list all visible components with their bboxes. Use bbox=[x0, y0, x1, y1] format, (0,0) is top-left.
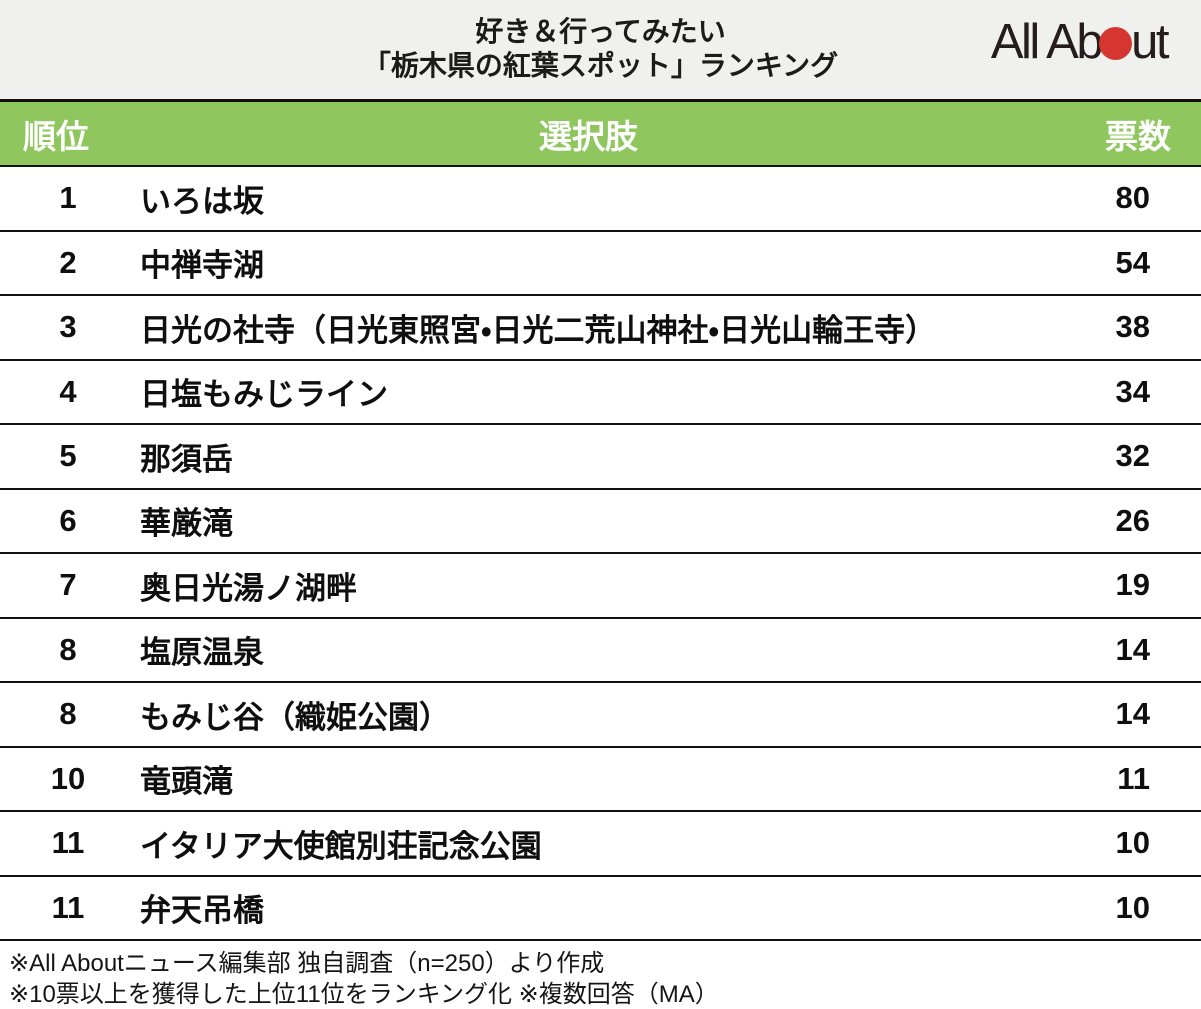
spot-name-cell: もみじ谷（織姫公園） bbox=[140, 699, 450, 735]
column-header-choice: 選択肢 bbox=[539, 117, 638, 155]
votes-cell: 38 bbox=[1115, 309, 1150, 345]
column-header-votes: 票数 bbox=[1105, 117, 1171, 155]
logo-red-dot-icon bbox=[1099, 27, 1133, 60]
spot-name-cell: 日光の社寺（日光東照宮・日光二荒山神社・日光山輪王寺） bbox=[140, 312, 937, 348]
votes-cell: 19 bbox=[1115, 567, 1150, 603]
votes-cell: 14 bbox=[1115, 631, 1150, 667]
table-row: 3 日光の社寺（日光東照宮・日光二荒山神社・日光山輪王寺） 38 bbox=[0, 296, 1201, 361]
rank-cell: 11 bbox=[51, 889, 85, 925]
page-title: 好き＆行ってみたい 「栃木県の紅葉スポット」ランキング bbox=[0, 15, 1201, 83]
spot-name-cell: 弁天吊橋 bbox=[140, 893, 264, 929]
rank-cell: 1 bbox=[59, 180, 77, 216]
votes-cell: 26 bbox=[1115, 502, 1150, 538]
votes-cell: 34 bbox=[1115, 373, 1150, 409]
table-row: 2 中禅寺湖 54 bbox=[0, 231, 1201, 296]
rank-cell: 8 bbox=[59, 631, 77, 667]
table-header-row: 順位 選択肢 票数 bbox=[0, 102, 1201, 167]
rank-cell: 10 bbox=[50, 760, 86, 796]
spot-name-cell: イタリア大使館別荘記念公園 bbox=[140, 828, 542, 864]
table-row: 5 那須岳 32 bbox=[0, 425, 1201, 490]
votes-cell: 54 bbox=[1115, 244, 1150, 280]
logo-text-left: All Ab bbox=[990, 15, 1104, 69]
spot-name-cell: いろは坂 bbox=[140, 183, 264, 219]
rank-cell: 11 bbox=[51, 825, 85, 861]
spot-name-cell: 華厳滝 bbox=[140, 506, 233, 542]
table-row: 6 華厳滝 26 bbox=[0, 489, 1201, 554]
rank-cell: 4 bbox=[59, 373, 77, 409]
votes-cell: 11 bbox=[1117, 760, 1150, 796]
rank-cell: 7 bbox=[59, 567, 77, 603]
spot-name-cell: 奥日光湯ノ湖畔 bbox=[140, 570, 357, 606]
spot-name-cell: 日塩もみじライン bbox=[140, 377, 388, 413]
spot-name-cell: 塩原温泉 bbox=[140, 635, 264, 671]
table-row: 10 竜頭滝 11 bbox=[0, 747, 1201, 812]
votes-cell: 14 bbox=[1115, 696, 1150, 732]
rank-cell: 2 bbox=[59, 244, 77, 280]
table-row: 1 いろは坂 80 bbox=[0, 167, 1201, 232]
votes-cell: 32 bbox=[1115, 438, 1150, 474]
spot-name-cell: 那須岳 bbox=[140, 441, 233, 477]
table-row: 11 イタリア大使館別荘記念公園 10 bbox=[0, 812, 1201, 877]
table-row: 8 塩原温泉 14 bbox=[0, 618, 1201, 683]
rank-cell: 8 bbox=[59, 696, 77, 732]
allabout-logo: All Ab ut bbox=[990, 15, 1170, 69]
table-row: 4 日塩もみじライン 34 bbox=[0, 360, 1201, 425]
title-line-1: 好き＆行ってみたい bbox=[475, 16, 726, 47]
column-header-rank: 順位 bbox=[23, 117, 89, 155]
votes-cell: 80 bbox=[1115, 180, 1150, 216]
rank-cell: 6 bbox=[59, 502, 77, 538]
spot-name-cell: 竜頭滝 bbox=[140, 764, 233, 800]
table-row: 7 奥日光湯ノ湖畔 19 bbox=[0, 554, 1201, 619]
table-row: 11 弁天吊橋 10 bbox=[0, 876, 1201, 941]
footnote-method: ※10票以上を獲得した上位11位をランキング化 ※複数回答（MA） bbox=[9, 981, 719, 1008]
votes-cell: 10 bbox=[1115, 889, 1150, 925]
rank-cell: 3 bbox=[59, 309, 77, 345]
footnote-source: ※All Aboutニュース編集部 独自調査（n=250）より作成 bbox=[9, 950, 605, 977]
footnotes: ※All Aboutニュース編集部 独自調査（n=250）より作成 ※10票以上… bbox=[0, 941, 1201, 1009]
table-row: 8 もみじ谷（織姫公園） 14 bbox=[0, 683, 1201, 748]
spot-name-cell: 中禅寺湖 bbox=[140, 248, 264, 284]
votes-cell: 10 bbox=[1115, 825, 1150, 861]
header: 好き＆行ってみたい 「栃木県の紅葉スポット」ランキング All Ab ut bbox=[0, 0, 1201, 102]
rank-cell: 5 bbox=[59, 438, 77, 474]
title-line-2: 「栃木県の紅葉スポット」ランキング bbox=[362, 50, 839, 81]
ranking-rows: 1 いろは坂 80 2 中禅寺湖 54 3 日光の社寺（日光東照宮・日光二荒山神… bbox=[0, 167, 1201, 941]
logo-text-right: ut bbox=[1131, 15, 1169, 69]
